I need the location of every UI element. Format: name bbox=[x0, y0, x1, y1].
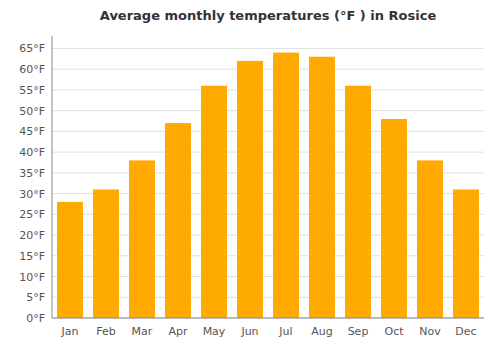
y-tick-label: 45°F bbox=[19, 125, 45, 138]
x-tick-label: Jun bbox=[240, 325, 258, 338]
y-tick-label: 20°F bbox=[19, 229, 45, 242]
y-tick-label: 65°F bbox=[19, 42, 45, 55]
bar bbox=[273, 53, 299, 318]
bar bbox=[309, 57, 335, 318]
grid-line bbox=[52, 110, 484, 111]
y-tick-label: 50°F bbox=[19, 105, 45, 118]
y-tick-label: 30°F bbox=[19, 188, 45, 201]
grid bbox=[52, 48, 484, 318]
y-tick-label: 25°F bbox=[19, 208, 45, 221]
y-tick-label: 5°F bbox=[26, 291, 45, 304]
bar bbox=[453, 189, 479, 318]
grid-line bbox=[52, 318, 484, 319]
grid-line bbox=[52, 69, 484, 70]
bar bbox=[345, 86, 371, 318]
x-tick-label: Aug bbox=[311, 325, 332, 338]
y-tick-label: 60°F bbox=[19, 63, 45, 76]
y-tick-label: 15°F bbox=[19, 250, 45, 263]
bar bbox=[201, 86, 227, 318]
bar bbox=[57, 202, 83, 318]
x-tick-label: Dec bbox=[455, 325, 476, 338]
x-tick-label: Sep bbox=[348, 325, 369, 338]
x-tick-label: May bbox=[203, 325, 226, 338]
grid-line bbox=[52, 89, 484, 90]
bar bbox=[237, 61, 263, 318]
title: Average monthly temperatures (°F ) in Ro… bbox=[100, 8, 437, 23]
grid-line bbox=[52, 152, 484, 153]
y-tick-label: 35°F bbox=[19, 167, 45, 180]
chart: Average monthly temperatures (°F ) in Ro… bbox=[0, 0, 500, 350]
x-tick-label: Apr bbox=[168, 325, 188, 338]
y-tick-label: 10°F bbox=[19, 271, 45, 284]
x-tick-label: Nov bbox=[419, 325, 441, 338]
bar bbox=[93, 189, 119, 318]
bar bbox=[381, 119, 407, 318]
y-tick-label: 0°F bbox=[26, 312, 45, 325]
bars bbox=[57, 53, 479, 318]
grid-line bbox=[52, 48, 484, 49]
x-tick-label: Oct bbox=[384, 325, 404, 338]
x-axis-line bbox=[52, 318, 484, 319]
x-tick-label: Mar bbox=[132, 325, 153, 338]
bar bbox=[417, 160, 443, 318]
bar bbox=[165, 123, 191, 318]
x-tick-label: Jan bbox=[61, 325, 79, 338]
y-tick-label: 55°F bbox=[19, 84, 45, 97]
y-axis-line bbox=[52, 36, 53, 318]
x-tick-label: Jul bbox=[278, 325, 292, 338]
grid-line bbox=[52, 131, 484, 132]
bar bbox=[129, 160, 155, 318]
x-tick-label: Feb bbox=[96, 325, 115, 338]
y-tick-label: 40°F bbox=[19, 146, 45, 159]
